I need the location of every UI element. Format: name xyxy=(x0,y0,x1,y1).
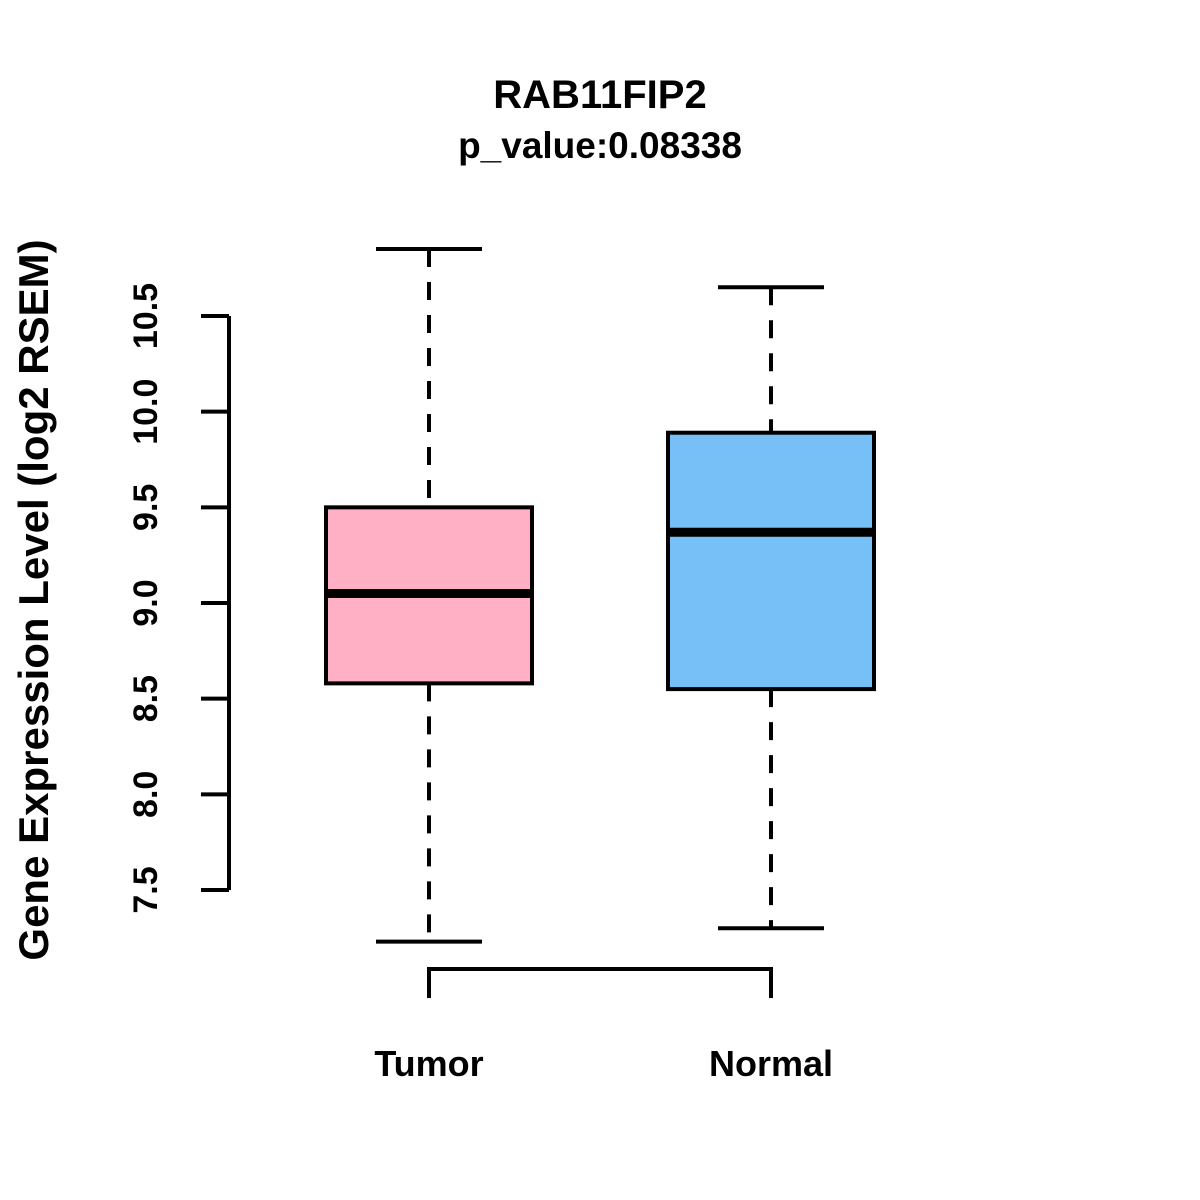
p-value-subtitle: p_value:0.08338 xyxy=(458,125,742,166)
y-tick-label: 9.5 xyxy=(127,484,165,531)
category-label-tumor: Tumor xyxy=(374,1043,483,1084)
y-axis-title: Gene Expression Level (log2 RSEM) xyxy=(10,239,57,960)
y-tick-label: 8.0 xyxy=(127,771,165,818)
y-tick-label: 10.0 xyxy=(127,379,165,445)
y-tick-label: 9.0 xyxy=(127,579,165,626)
comparison-bracket xyxy=(427,967,773,998)
y-tick-label: 7.5 xyxy=(127,866,165,913)
y-tick-label: 10.5 xyxy=(127,283,165,349)
category-label-normal: Normal xyxy=(709,1043,833,1084)
y-tick-label: 8.5 xyxy=(127,675,165,722)
iqr-box-normal xyxy=(666,430,876,692)
chart-title: RAB11FIP2 xyxy=(493,73,706,117)
